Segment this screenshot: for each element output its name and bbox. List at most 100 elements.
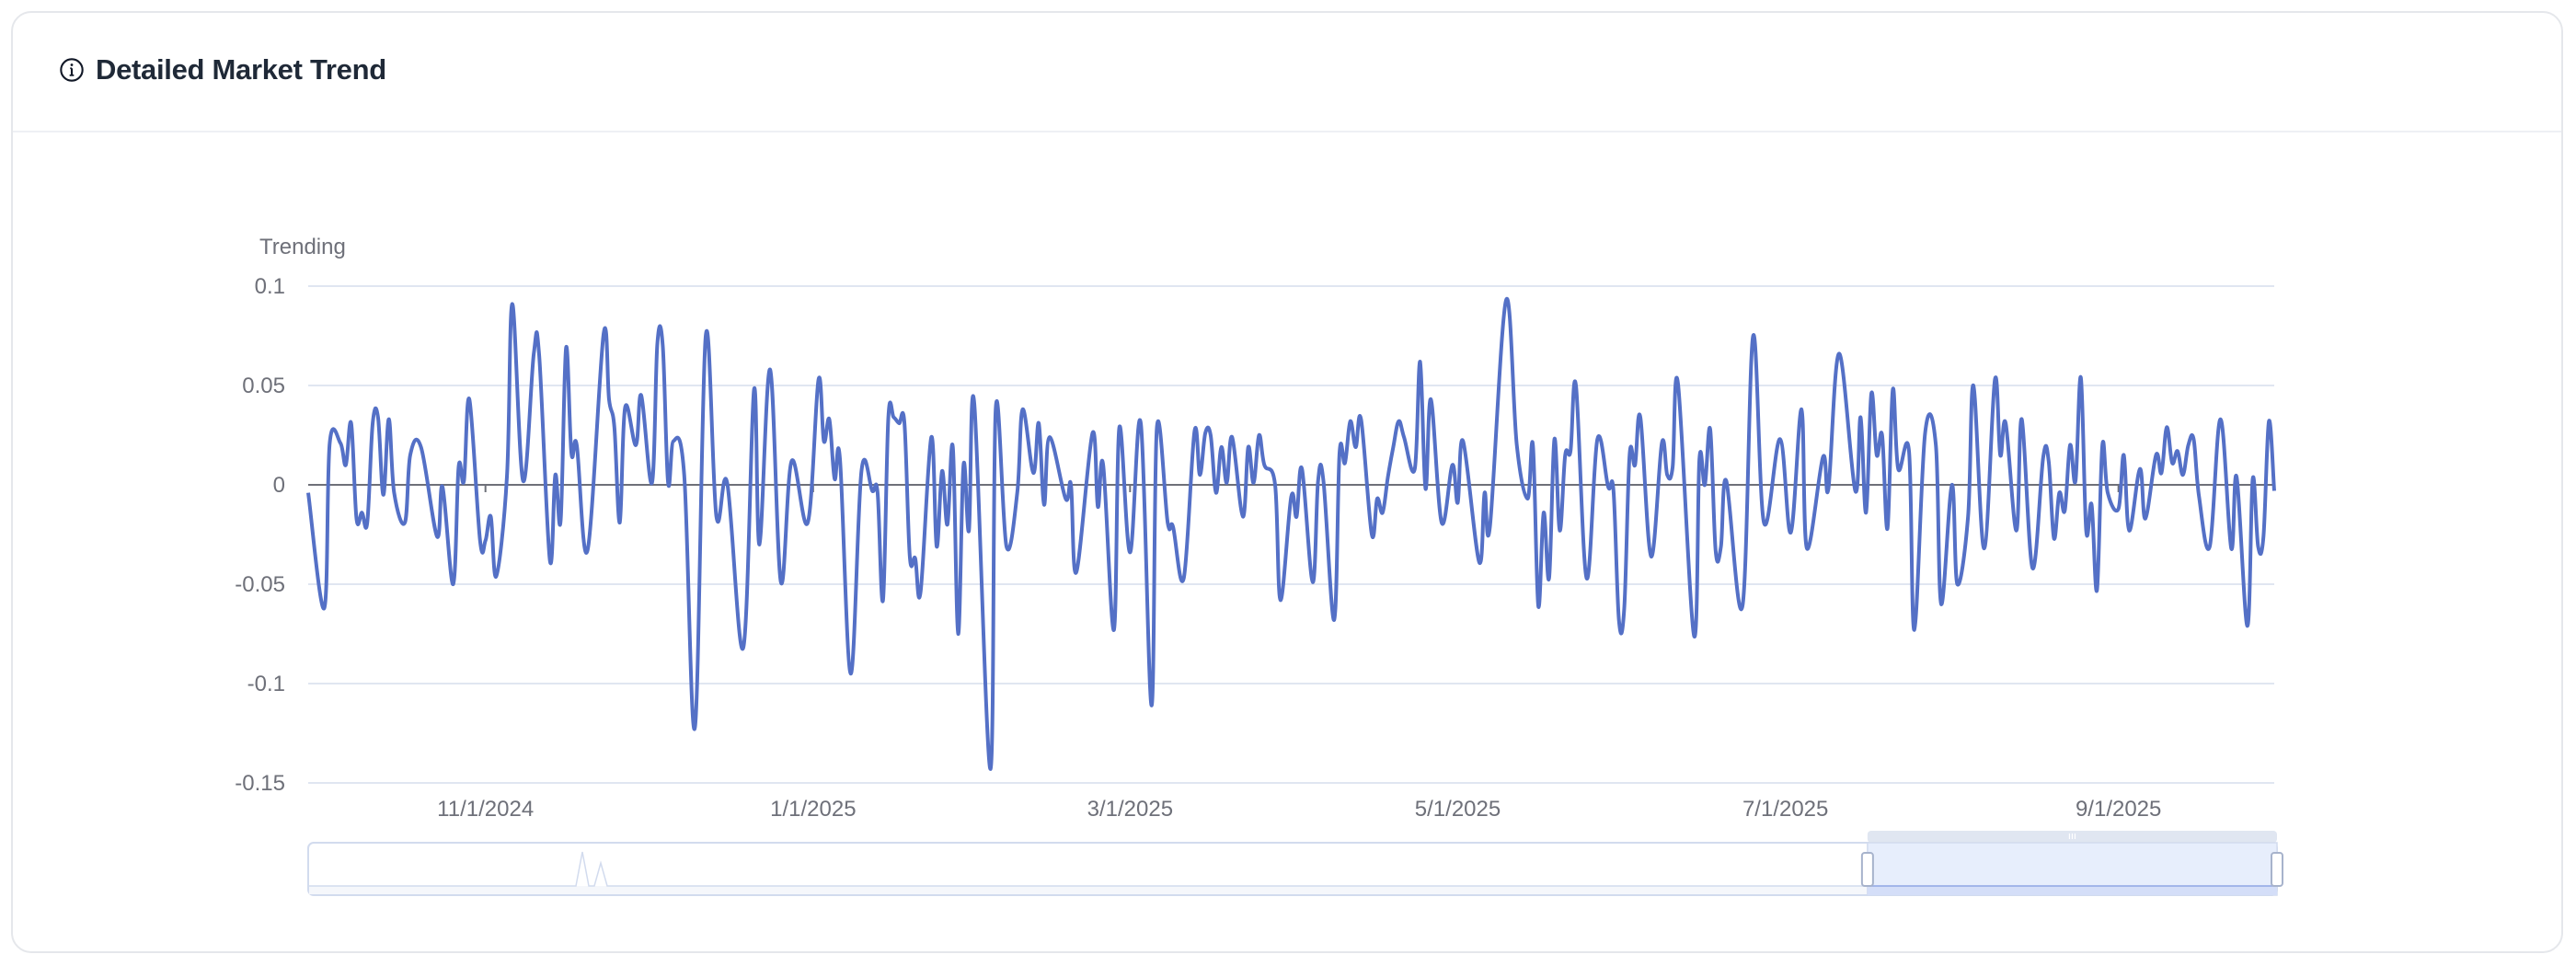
data-point[interactable] bbox=[1401, 434, 1407, 440]
data-point[interactable] bbox=[1208, 432, 1213, 438]
data-point[interactable] bbox=[1638, 415, 1643, 420]
data-point[interactable] bbox=[1594, 436, 1600, 442]
data-point[interactable] bbox=[875, 490, 880, 496]
data-point[interactable] bbox=[671, 438, 676, 443]
data-point[interactable] bbox=[1514, 443, 1520, 448]
data-point[interactable] bbox=[1316, 478, 1321, 484]
data-point[interactable] bbox=[1696, 456, 1702, 462]
data-point[interactable] bbox=[477, 537, 483, 543]
data-point[interactable] bbox=[955, 631, 960, 637]
data-point[interactable] bbox=[1649, 554, 1654, 559]
data-point[interactable] bbox=[913, 556, 918, 561]
data-point[interactable] bbox=[493, 573, 499, 579]
data-point[interactable] bbox=[1584, 576, 1590, 581]
data-point[interactable] bbox=[896, 420, 902, 426]
data-point[interactable] bbox=[455, 465, 461, 470]
data-point[interactable] bbox=[880, 597, 886, 603]
data-point[interactable] bbox=[483, 537, 489, 543]
data-point[interactable] bbox=[826, 417, 832, 422]
data-point[interactable] bbox=[2030, 566, 2035, 571]
data-point[interactable] bbox=[1853, 488, 1858, 493]
data-point[interactable] bbox=[451, 581, 456, 587]
data-point[interactable] bbox=[1605, 484, 1611, 489]
data-point[interactable] bbox=[2255, 544, 2260, 549]
data-point[interactable] bbox=[1895, 466, 1901, 472]
data-point[interactable] bbox=[1933, 443, 1938, 448]
data-point[interactable] bbox=[1890, 386, 1895, 392]
data-point[interactable] bbox=[563, 345, 569, 351]
data-point[interactable] bbox=[1095, 504, 1100, 510]
data-point[interactable] bbox=[408, 453, 413, 458]
data-point[interactable] bbox=[327, 441, 332, 446]
slider-right-handle[interactable] bbox=[2271, 852, 2283, 887]
data-point[interactable] bbox=[1503, 297, 1509, 303]
data-point[interactable] bbox=[945, 522, 950, 527]
data-point[interactable] bbox=[1664, 472, 1670, 477]
data-point[interactable] bbox=[1573, 383, 1579, 388]
data-point[interactable] bbox=[1036, 420, 1041, 426]
data-point[interactable] bbox=[1310, 580, 1316, 585]
data-point[interactable] bbox=[2143, 516, 2148, 522]
data-point[interactable] bbox=[2073, 478, 2078, 484]
data-point[interactable] bbox=[419, 444, 424, 450]
data-point[interactable] bbox=[832, 477, 837, 482]
data-point[interactable] bbox=[402, 520, 408, 525]
data-point[interactable] bbox=[934, 544, 939, 549]
data-point[interactable] bbox=[660, 343, 665, 349]
data-point[interactable] bbox=[2158, 470, 2164, 476]
data-point[interactable] bbox=[1965, 514, 1971, 520]
data-point[interactable] bbox=[788, 458, 794, 464]
data-point[interactable] bbox=[1488, 523, 1493, 529]
data-point[interactable] bbox=[1869, 391, 1874, 397]
data-point[interactable] bbox=[858, 468, 864, 474]
data-point[interactable] bbox=[354, 516, 360, 522]
data-point[interactable] bbox=[370, 420, 375, 426]
data-point[interactable] bbox=[2175, 448, 2180, 454]
data-point[interactable] bbox=[2116, 506, 2122, 512]
data-point[interactable] bbox=[521, 478, 526, 484]
data-point[interactable] bbox=[1530, 443, 1535, 448]
data-point[interactable] bbox=[1428, 397, 1433, 402]
data-point[interactable] bbox=[1111, 627, 1117, 633]
data-point[interactable] bbox=[1460, 438, 1466, 443]
data-point[interactable] bbox=[531, 351, 536, 356]
data-point[interactable] bbox=[1170, 523, 1176, 529]
data-point[interactable] bbox=[650, 480, 655, 486]
data-point[interactable] bbox=[1127, 549, 1133, 555]
data-point[interactable] bbox=[1450, 462, 1455, 467]
data-point[interactable] bbox=[703, 333, 708, 339]
data-point[interactable] bbox=[2078, 374, 2084, 380]
data-point[interactable] bbox=[1261, 462, 1267, 467]
data-point[interactable] bbox=[1912, 627, 1917, 633]
data-point[interactable] bbox=[558, 518, 563, 523]
data-point[interactable] bbox=[2186, 443, 2191, 448]
data-point[interactable] bbox=[364, 520, 370, 525]
data-point[interactable] bbox=[489, 514, 494, 520]
data-point[interactable] bbox=[2099, 443, 2105, 448]
data-point[interactable] bbox=[724, 480, 730, 486]
data-point[interactable] bbox=[1117, 424, 1122, 430]
data-point[interactable] bbox=[960, 462, 966, 467]
data-point[interactable] bbox=[966, 528, 972, 534]
data-point[interactable] bbox=[1089, 431, 1095, 436]
data-point[interactable] bbox=[1063, 496, 1068, 501]
data-point[interactable] bbox=[1289, 494, 1294, 500]
data-point[interactable] bbox=[1955, 581, 1961, 587]
data-point[interactable] bbox=[1386, 474, 1391, 479]
data-point[interactable] bbox=[928, 434, 934, 440]
data-point[interactable] bbox=[665, 480, 671, 486]
data-point[interactable] bbox=[1422, 486, 1428, 491]
data-point[interactable] bbox=[918, 590, 924, 595]
data-point[interactable] bbox=[2234, 474, 2239, 479]
data-point[interactable] bbox=[322, 605, 328, 611]
data-point[interactable] bbox=[767, 367, 773, 373]
data-point[interactable] bbox=[741, 645, 746, 650]
data-point[interactable] bbox=[682, 472, 687, 477]
data-point[interactable] bbox=[1240, 514, 1246, 520]
data-point[interactable] bbox=[816, 377, 822, 383]
data-point[interactable] bbox=[1418, 359, 1423, 364]
data-point[interactable] bbox=[2137, 466, 2143, 472]
data-point[interactable] bbox=[1616, 617, 1622, 623]
data-point[interactable] bbox=[1155, 424, 1160, 430]
data-point[interactable] bbox=[606, 397, 612, 402]
